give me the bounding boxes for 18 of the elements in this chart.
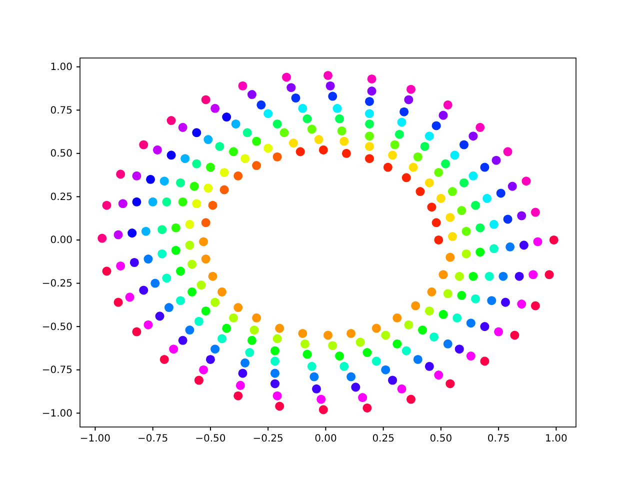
x-tick-label: 0.75 <box>487 434 510 445</box>
y-tick-label: −0.25 <box>42 278 72 290</box>
x-tick-label: −0.50 <box>195 434 226 445</box>
x-tick-label: −0.75 <box>138 434 168 445</box>
y-tick-label: 1.00 <box>50 62 72 74</box>
y-tick-label: −0.50 <box>42 322 72 333</box>
x-tick-label: −0.25 <box>252 434 284 445</box>
y-tick-label: −0.75 <box>42 365 72 376</box>
y-tick-label: −1.00 <box>42 408 72 420</box>
y-tick-label: 0.00 <box>50 235 72 246</box>
x-tick-label: 1.00 <box>545 434 568 445</box>
x-tick-label: 0.25 <box>372 434 394 445</box>
y-tick-label: 0.75 <box>50 105 72 116</box>
x-tick-label: 0.50 <box>430 434 452 445</box>
y-tick-label: 0.50 <box>50 148 72 160</box>
x-tick-label: −1.00 <box>80 434 111 445</box>
y-tick-label: 0.25 <box>50 192 72 203</box>
x-tick-label: 0.00 <box>314 434 337 445</box>
